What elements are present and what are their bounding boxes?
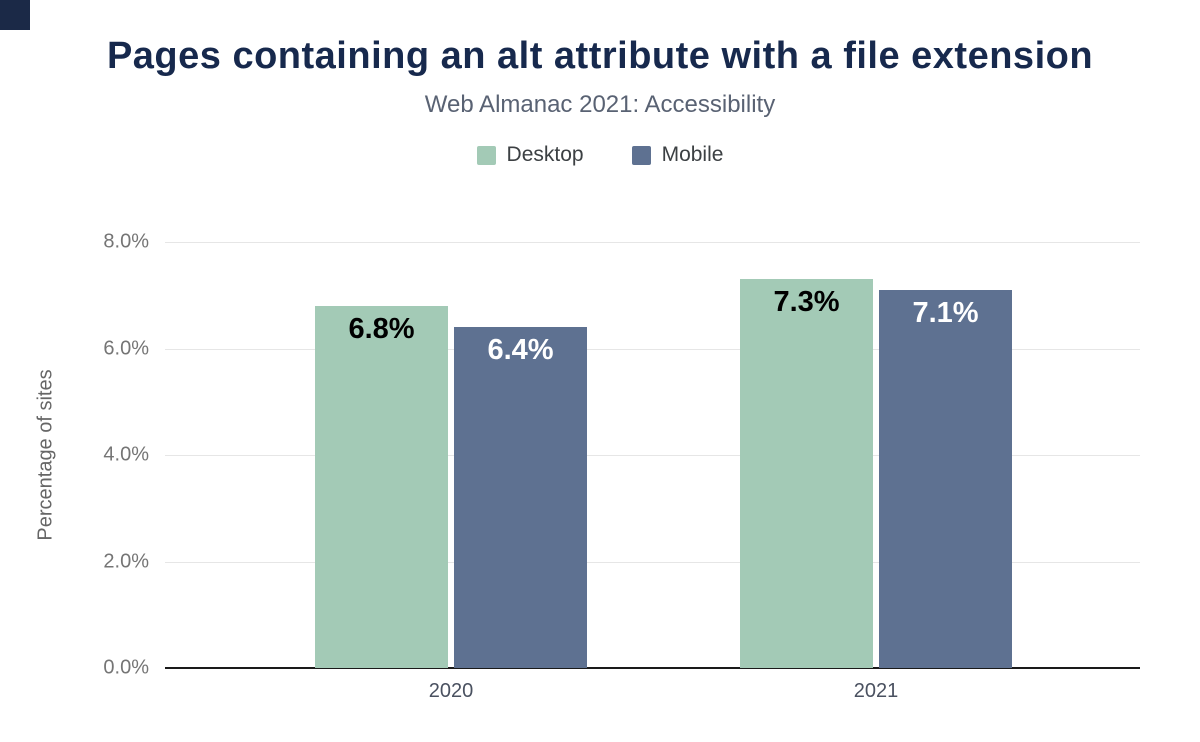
legend-label: Desktop — [506, 143, 584, 167]
x-axis-label: 2021 — [853, 680, 899, 702]
gridline — [165, 561, 1140, 563]
bar-desktop-2021: 7.3% — [740, 279, 873, 668]
legend-item-desktop: Desktop — [476, 143, 584, 167]
legend-item-mobile: Mobile — [631, 143, 724, 167]
y-tick-label: 8.0% — [103, 230, 149, 253]
y-axis-title: Percentage of sites — [34, 369, 57, 541]
y-tick-label: 4.0% — [103, 443, 149, 466]
bar-desktop-2020: 6.8% — [315, 305, 448, 668]
bar-group-2021: 7.3% 7.1% 2021 — [740, 242, 1012, 702]
gridline — [165, 242, 1140, 243]
bar-value-label: 7.3% — [773, 286, 840, 319]
bar-value-label: 6.4% — [487, 334, 554, 367]
y-tick-label: 6.0% — [103, 337, 149, 359]
bar-value-label: 7.1% — [912, 296, 979, 329]
plot-area: 0.0% 2.0% 4.0% 6.0% 8.0% 6.8% 6.4% 2020 7.3% 7.1%… — [103, 231, 1140, 702]
gridline — [165, 455, 1140, 456]
chart-subtitle: Web Almanac 2021: Accessibility — [424, 91, 776, 119]
legend-label: Mobile — [661, 143, 724, 167]
y-tick-label: 2.0% — [103, 550, 149, 572]
bar-group-2020: 6.8% 6.4% 2020 — [315, 242, 587, 702]
bar-value-label: 6.8% — [348, 312, 415, 345]
bar-mobile-2020: 6.4% — [454, 327, 587, 668]
legend-swatch-icon — [476, 145, 496, 165]
chart-title: Pages containing an alt attribute with a… — [106, 35, 1094, 77]
legend: Desktop Mobile — [0, 143, 1200, 167]
x-axis-label: 2020 — [428, 680, 474, 702]
legend-swatch-icon — [631, 145, 651, 165]
corner-mark — [0, 0, 30, 30]
x-axis-line — [165, 667, 1140, 669]
bar-mobile-2021: 7.1% — [879, 289, 1012, 668]
y-tick-label: 0.0% — [103, 656, 149, 679]
gridline — [165, 348, 1140, 350]
